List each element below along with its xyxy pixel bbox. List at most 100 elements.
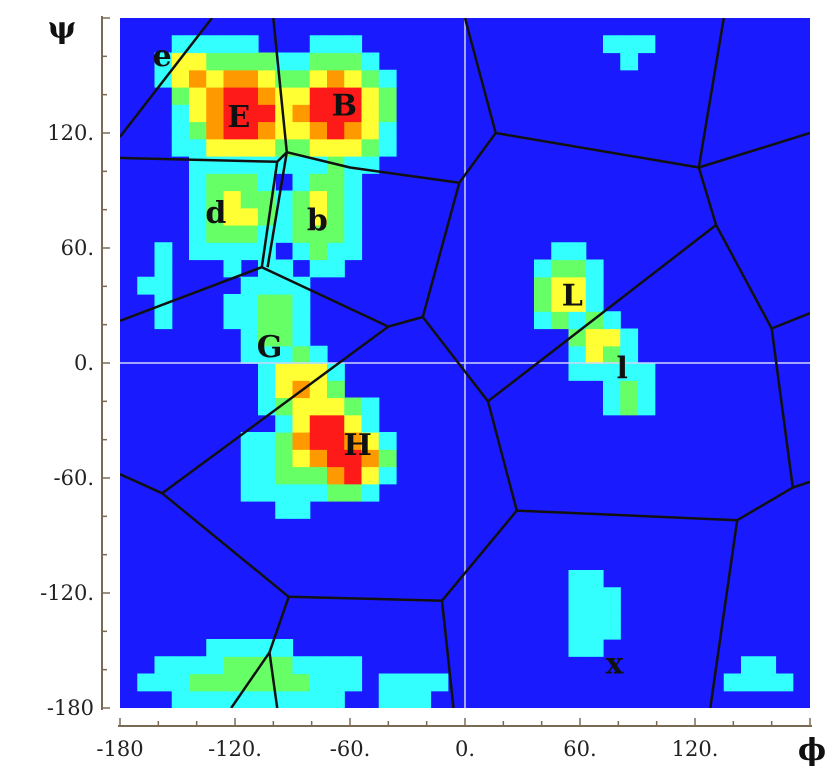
y-tick-label: -180 xyxy=(47,696,94,720)
heatmap-cell xyxy=(223,138,242,157)
heatmap-cell xyxy=(568,570,587,588)
partition-line xyxy=(230,651,271,708)
heatmap-cell xyxy=(361,87,380,105)
heatmap-cell xyxy=(223,259,242,278)
heatmap-cell xyxy=(292,432,311,450)
heatmap-cell xyxy=(275,449,294,468)
partition-line xyxy=(268,596,290,653)
heatmap-cell xyxy=(223,69,242,88)
heatmap-cell xyxy=(361,449,380,468)
heatmap-cell xyxy=(378,121,397,140)
heatmap-cell xyxy=(327,259,345,278)
heatmap-cell xyxy=(309,432,328,450)
heatmap-cell xyxy=(396,673,414,692)
heatmap-cell xyxy=(223,225,242,243)
heatmap-cell xyxy=(344,225,363,243)
heatmap-cell xyxy=(309,190,328,209)
heatmap-cell xyxy=(327,173,345,192)
heatmap-cell xyxy=(292,311,311,330)
heatmap-cell xyxy=(292,104,311,123)
heatmap-cell xyxy=(223,35,242,54)
heatmap-cell xyxy=(620,328,639,347)
heatmap-cell xyxy=(275,104,294,123)
partition-line xyxy=(714,224,773,330)
heatmap-cell xyxy=(223,639,242,657)
heatmap-cell xyxy=(309,35,328,54)
partition-line xyxy=(387,315,424,328)
heatmap-cell xyxy=(258,121,276,140)
heatmap-cell xyxy=(223,52,242,71)
heatmap-cell xyxy=(206,138,225,157)
heatmap-cell xyxy=(240,294,259,312)
heatmap-cell xyxy=(206,104,225,123)
heatmap-cell xyxy=(206,173,225,192)
partition-line xyxy=(421,316,489,403)
heatmap-cell xyxy=(620,397,639,416)
heatmap-cell xyxy=(327,397,345,416)
x-axis-label: ϕ xyxy=(798,733,825,768)
partition-line xyxy=(697,167,718,226)
heatmap-cell xyxy=(206,656,225,675)
heatmap-cell xyxy=(327,121,345,140)
heatmap-cell xyxy=(292,52,311,71)
heatmap-cell xyxy=(309,259,328,278)
heatmap-cell xyxy=(292,414,311,433)
heatmap-cell xyxy=(378,104,397,123)
heatmap-cell xyxy=(223,294,242,312)
heatmap-cell xyxy=(171,35,190,54)
heatmap-cell xyxy=(344,156,363,174)
y-axis-label: ψ xyxy=(48,11,76,46)
y-tick-label: -120. xyxy=(40,581,94,605)
partition-line xyxy=(120,473,163,495)
heatmap-cell xyxy=(240,207,259,226)
region-label-E: E xyxy=(227,100,250,135)
heatmap-cell xyxy=(620,35,639,54)
heatmap-cell xyxy=(240,276,259,295)
heatmap-cell xyxy=(258,673,276,692)
heatmap-cell xyxy=(378,69,397,88)
heatmap-cell xyxy=(154,259,173,278)
heatmap-cell xyxy=(309,690,328,708)
heatmap-cell xyxy=(275,380,294,399)
heatmap-cell xyxy=(603,363,621,381)
heatmap-cell xyxy=(240,345,259,364)
heatmap-cell xyxy=(258,242,276,261)
partition-line xyxy=(771,312,810,330)
heatmap-cell xyxy=(275,466,294,485)
heatmap-cell xyxy=(171,121,190,140)
heatmap-cell xyxy=(344,432,363,450)
heatmap-cell xyxy=(258,52,276,71)
heatmap-cell xyxy=(275,501,294,519)
heatmap-cell xyxy=(206,190,225,209)
heatmap-cell xyxy=(275,225,294,243)
heatmap-cell xyxy=(413,673,432,692)
heatmap-cell xyxy=(292,121,311,140)
heatmap-cell xyxy=(603,345,621,364)
heatmap-cell xyxy=(327,690,345,708)
heatmap-cell xyxy=(258,104,276,123)
heatmap-cell xyxy=(723,673,742,692)
x-tick-label: -60. xyxy=(330,737,371,761)
heatmap-cell xyxy=(240,328,259,347)
region-label-x: x xyxy=(606,646,625,681)
partition-line xyxy=(458,132,497,184)
heatmap-cell xyxy=(637,397,656,416)
heatmap-cell xyxy=(775,673,794,692)
x-tick-label: 0. xyxy=(455,737,475,761)
heatmap-cell xyxy=(189,242,207,261)
heatmap-cell xyxy=(551,311,570,330)
heatmap-cell xyxy=(240,173,259,192)
heatmap-cell xyxy=(378,87,397,105)
heatmap-cell xyxy=(327,414,345,433)
heatmap-cell xyxy=(275,259,294,278)
x-tick-label: 60. xyxy=(563,737,596,761)
heatmap-cell xyxy=(275,345,294,364)
heatmap-cell xyxy=(240,690,259,708)
heatmap-cell xyxy=(154,52,173,71)
heatmap-cell xyxy=(240,242,259,261)
heatmap-cell xyxy=(292,242,311,261)
heatmap-cell xyxy=(309,242,328,261)
partition-line xyxy=(770,328,795,488)
heatmap-cell xyxy=(603,328,621,347)
heatmap-cell xyxy=(240,483,259,502)
